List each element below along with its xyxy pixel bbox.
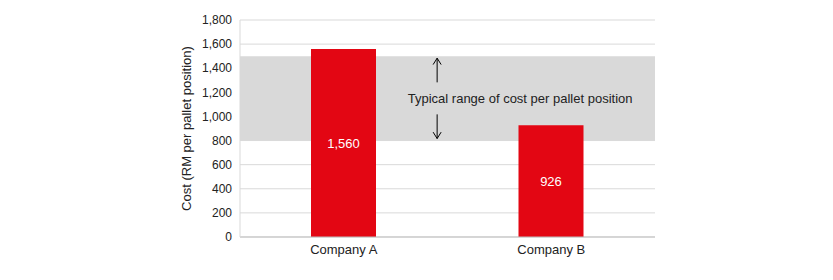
svg-text:0: 0 (225, 230, 232, 244)
svg-text:1,000: 1,000 (202, 110, 232, 124)
svg-text:Company A: Company A (310, 242, 378, 257)
svg-text:1,560: 1,560 (327, 136, 360, 151)
svg-text:926: 926 (540, 174, 562, 189)
svg-text:1,200: 1,200 (202, 86, 232, 100)
svg-text:1,600: 1,600 (202, 37, 232, 51)
svg-text:1,800: 1,800 (202, 13, 232, 27)
svg-text:Company B: Company B (517, 242, 585, 257)
svg-text:800: 800 (212, 134, 232, 148)
svg-text:Typical range of cost per pall: Typical range of cost per pallet positio… (408, 91, 633, 106)
svg-text:Cost (RM per pallet position): Cost (RM per pallet position) (179, 46, 194, 211)
svg-text:600: 600 (212, 158, 232, 172)
svg-text:400: 400 (212, 182, 232, 196)
svg-text:1,400: 1,400 (202, 61, 232, 75)
svg-text:200: 200 (212, 206, 232, 220)
